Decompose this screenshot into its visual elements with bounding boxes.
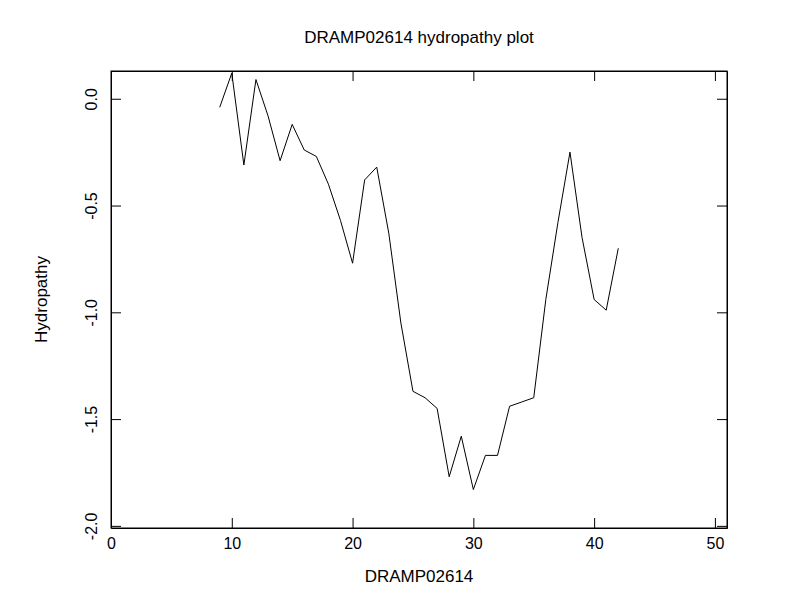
tick-mark	[717, 206, 727, 207]
tick-mark	[473, 71, 474, 81]
tick: -2.0	[83, 512, 121, 540]
tick-mark	[111, 526, 121, 527]
tick: 30	[465, 518, 483, 552]
tick-mark	[232, 518, 233, 528]
tick-label: 0.0	[83, 88, 100, 110]
tick: -1.0	[83, 299, 121, 327]
tick-mark	[715, 518, 716, 528]
hydropathy-line	[220, 73, 619, 489]
tick	[717, 526, 727, 527]
axis-line	[112, 71, 728, 72]
tick-label: -0.5	[83, 192, 100, 220]
axis-line	[112, 528, 728, 529]
tick: 20	[344, 518, 362, 552]
y-axis: -2.0 -1.5 -1.0 -0.5 0.0	[83, 72, 121, 541]
tick-mark	[717, 99, 727, 100]
axis-line	[111, 72, 112, 529]
tick	[717, 419, 727, 420]
tick-label: 30	[465, 535, 483, 552]
tick-label: 20	[344, 535, 362, 552]
tick-mark	[715, 71, 716, 81]
title: DRAMP02614 hydropathy plot	[304, 28, 534, 47]
tick: 50	[707, 518, 725, 552]
plot-area	[220, 73, 619, 489]
tick-mark	[111, 312, 121, 313]
tick	[717, 312, 727, 313]
tick-mark	[473, 518, 474, 528]
tick-label: 50	[707, 535, 725, 552]
tick	[717, 99, 727, 100]
tick: -1.5	[83, 406, 121, 434]
plot-frame	[111, 71, 727, 528]
tick-label: -1.5	[83, 406, 100, 434]
tick	[715, 71, 716, 81]
x-axis-title: DRAMP02614	[365, 567, 474, 586]
x-axis-top	[112, 71, 728, 81]
tick-label: -2.0	[83, 512, 100, 540]
tick-label: 0	[107, 535, 116, 552]
tick-mark	[594, 71, 595, 81]
tick: 10	[223, 518, 241, 552]
tick-mark	[717, 526, 727, 527]
tick-mark	[111, 419, 121, 420]
chart: 0 10 20 30 40 50 -2.0 -1.5 -1.0 -0.5 0.0 DRAMP02614…	[0, 0, 800, 600]
tick	[717, 206, 727, 207]
tick: 40	[586, 518, 604, 552]
y-axis-title: Hydropathy	[32, 256, 51, 343]
tick: 0.0	[83, 88, 121, 110]
tick-mark	[717, 419, 727, 420]
x-axis: 0 10 20 30 40 50	[107, 518, 727, 552]
tick-mark	[353, 518, 354, 528]
tick-mark	[111, 206, 121, 207]
tick-mark	[594, 518, 595, 528]
tick	[473, 71, 474, 81]
y-axis-right	[717, 72, 728, 529]
tick-mark	[717, 312, 727, 313]
tick: -0.5	[83, 192, 121, 220]
tick	[353, 71, 354, 81]
tick-label: -1.0	[83, 299, 100, 327]
tick-mark	[111, 99, 121, 100]
tick-label: 10	[223, 535, 241, 552]
axis-line	[727, 72, 728, 529]
tick-mark	[353, 71, 354, 81]
tick-label: 40	[586, 535, 604, 552]
tick	[594, 71, 595, 81]
